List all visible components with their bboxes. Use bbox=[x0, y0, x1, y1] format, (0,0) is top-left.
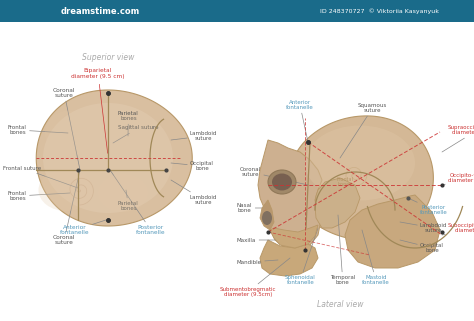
Polygon shape bbox=[345, 195, 440, 268]
Text: Mandible: Mandible bbox=[237, 259, 278, 265]
Text: Squamous
suture: Squamous suture bbox=[340, 103, 387, 158]
Text: Parietal
bones: Parietal bones bbox=[118, 190, 139, 212]
Polygon shape bbox=[315, 178, 360, 228]
Text: Parietal
bones: Parietal bones bbox=[118, 111, 139, 136]
Text: Frontal
bones: Frontal bones bbox=[8, 191, 70, 201]
Text: Occipital
bone: Occipital bone bbox=[400, 240, 444, 253]
Text: ID 248370727  © Viktoriia Kasyanyuk: ID 248370727 © Viktoriia Kasyanyuk bbox=[320, 8, 439, 14]
Text: Frontal
bones: Frontal bones bbox=[337, 177, 354, 187]
Text: dreamstime.com: dreamstime.com bbox=[60, 6, 140, 15]
Text: Lambdoid
suture: Lambdoid suture bbox=[171, 180, 218, 205]
Text: Anterior
fontanelle: Anterior fontanelle bbox=[60, 220, 106, 235]
Polygon shape bbox=[260, 240, 318, 276]
Polygon shape bbox=[260, 200, 274, 230]
Text: Frontal suture: Frontal suture bbox=[3, 166, 78, 188]
Polygon shape bbox=[36, 90, 192, 226]
Text: Mastoid
fontanelle: Mastoid fontanelle bbox=[362, 230, 390, 285]
Text: Superior view: Superior view bbox=[82, 53, 134, 62]
Text: Coronal
suture: Coronal suture bbox=[53, 170, 80, 245]
Ellipse shape bbox=[45, 110, 95, 155]
Ellipse shape bbox=[305, 126, 415, 201]
Ellipse shape bbox=[38, 169, 93, 211]
Text: Frontal
bones: Frontal bones bbox=[8, 125, 68, 135]
Text: Temporal
bone: Temporal bone bbox=[330, 215, 356, 285]
Ellipse shape bbox=[43, 103, 173, 213]
Polygon shape bbox=[270, 225, 318, 248]
Text: Biparietal
diameter (9.5 cm): Biparietal diameter (9.5 cm) bbox=[71, 68, 125, 153]
Text: Occipito-frontal
diameter (11cm): Occipito-frontal diameter (11cm) bbox=[442, 173, 474, 185]
Text: Sagittal suture: Sagittal suture bbox=[113, 126, 158, 143]
Ellipse shape bbox=[262, 211, 272, 225]
Bar bbox=[0, 0, 474, 22]
Text: Lambdoid
suture: Lambdoid suture bbox=[400, 222, 447, 233]
Text: Maxilla: Maxilla bbox=[237, 238, 280, 242]
Text: Lateral view: Lateral view bbox=[317, 300, 363, 309]
Polygon shape bbox=[289, 116, 433, 240]
Text: Posterior
fontanelle: Posterior fontanelle bbox=[110, 170, 165, 235]
Text: Anterior
fontanelle: Anterior fontanelle bbox=[286, 100, 314, 142]
Text: Submentobregmatic
diameter (9.5cm): Submentobregmatic diameter (9.5cm) bbox=[220, 258, 290, 297]
Polygon shape bbox=[258, 140, 322, 250]
Text: Nasal
bone: Nasal bone bbox=[237, 203, 267, 213]
Text: Sphenoidal
fontanelle: Sphenoidal fontanelle bbox=[285, 228, 318, 285]
Text: Lambdoid
suture: Lambdoid suture bbox=[171, 131, 218, 141]
Text: Posterior
fontanelle: Posterior fontanelle bbox=[408, 198, 448, 215]
Ellipse shape bbox=[272, 173, 292, 190]
Text: Suboccipito-bregmatic
diameter (9.5cm): Suboccipito-bregmatic diameter (9.5cm) bbox=[442, 222, 474, 235]
Text: Supraoccipito-mental
diameter (13.5cm): Supraoccipito-mental diameter (13.5cm) bbox=[442, 125, 474, 152]
Ellipse shape bbox=[98, 174, 148, 212]
Text: Coronal
suture: Coronal suture bbox=[53, 88, 80, 170]
Text: Occipital
bone: Occipital bone bbox=[171, 160, 214, 171]
Ellipse shape bbox=[106, 115, 154, 157]
Text: Coronal
suture: Coronal suture bbox=[240, 167, 308, 185]
Ellipse shape bbox=[268, 170, 296, 194]
